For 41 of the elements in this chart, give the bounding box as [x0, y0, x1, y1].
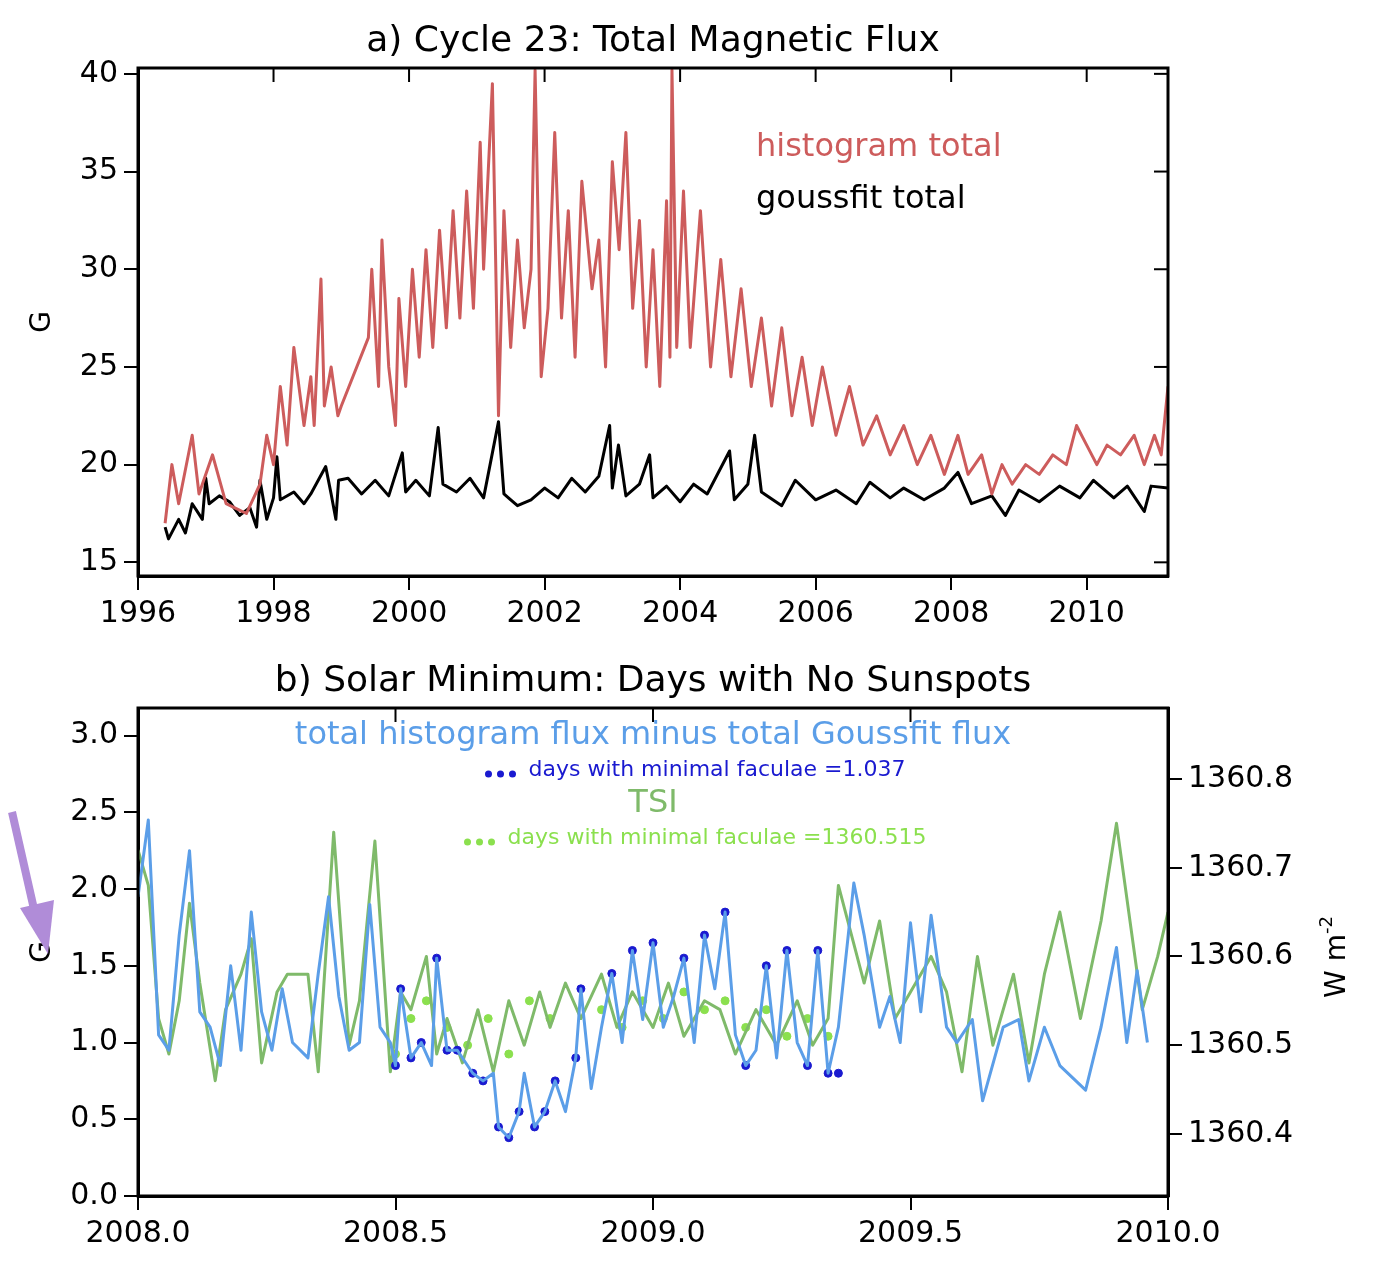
y-tick-label: 2.0: [70, 868, 118, 904]
legend-label: days with minimal faculae =1.037: [528, 755, 906, 781]
chart-title: b) Solar Minimum: Days with No Sunspots: [274, 658, 1032, 700]
y-tick-label: 35: [79, 151, 118, 187]
y-tick-label: 1.5: [70, 945, 118, 981]
x-tick-label: 1996: [99, 593, 177, 629]
legend-label: days with minimal faculae =1360.515: [507, 823, 927, 849]
x-tick-label: 2008: [912, 593, 990, 629]
y-tick-label: 3.0: [70, 715, 118, 751]
text: goussfit total: [756, 178, 966, 217]
y2-axis-title: W m-2: [1314, 915, 1353, 998]
y-tick-label: 2.5: [70, 792, 118, 828]
x-tick-label: 2010: [1048, 593, 1125, 629]
text: TSI: [627, 782, 678, 821]
y-tick-label: 30: [79, 249, 118, 285]
y2-tick-label: 1360.8: [1188, 758, 1293, 794]
y2-tick-label: 1360.5: [1188, 1024, 1293, 1060]
y-tick-label: 0.0: [70, 1175, 118, 1211]
x-tick-label: 1998: [235, 593, 312, 629]
x-tick-label: 2002: [506, 593, 583, 629]
x-tick-label: 2010.0: [1115, 1213, 1221, 1249]
y-tick-label: 25: [79, 346, 118, 382]
x-tick-label: 2009.5: [858, 1213, 963, 1249]
y-tick-label: 1.0: [70, 1022, 118, 1058]
x-tick-label: 2009.0: [600, 1213, 706, 1249]
x-tick-label: 2006: [777, 593, 854, 629]
y-tick-label: 15: [79, 542, 118, 578]
y-tick-label: 40: [79, 53, 118, 89]
y2-tick-label: 1360.6: [1188, 936, 1293, 972]
y-tick-label: 20: [79, 444, 118, 480]
x-tick-label: 2004: [641, 593, 719, 629]
y-tick-label: 0.5: [70, 1099, 118, 1135]
x-tick-label: 2008.5: [343, 1213, 448, 1249]
text: histogram total: [756, 126, 1002, 165]
text: total histogram flux minus total Goussfit flux: [294, 714, 1012, 753]
x-tick-label: 2000: [370, 593, 448, 629]
chart-title: a) Cycle 23: Total Magnetic Flux: [366, 18, 940, 60]
y-axis-title: G: [24, 311, 58, 333]
y2-tick-label: 1360.7: [1188, 847, 1293, 883]
x-tick-label: 2008.0: [85, 1213, 191, 1249]
y2-tick-label: 1360.4: [1188, 1113, 1293, 1149]
